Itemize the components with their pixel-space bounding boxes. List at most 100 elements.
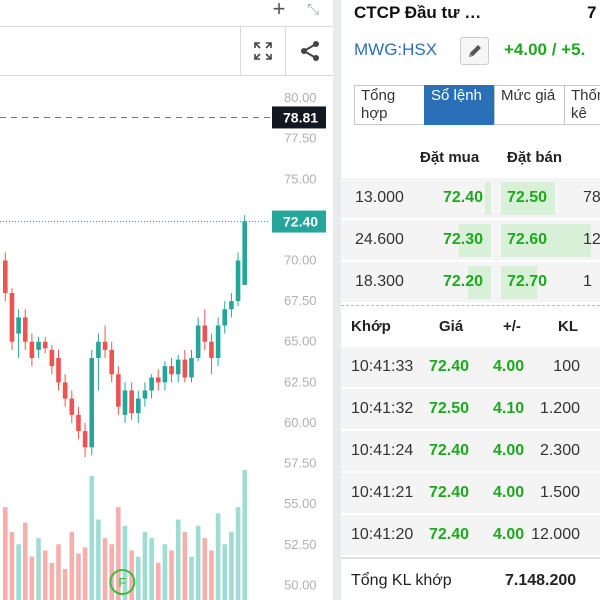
candle-body — [36, 341, 41, 350]
price-header: Giá — [439, 318, 464, 335]
volume-bar — [89, 476, 95, 600]
ask-price: 72.50 — [507, 189, 548, 206]
trade-row[interactable]: 10:41:21 72.40 4.00 1.500 — [341, 473, 600, 514]
volume-bar — [82, 547, 88, 600]
candle-body — [215, 325, 221, 358]
volume-bar — [222, 544, 228, 600]
trade-row[interactable]: 10:41:32 72.50 4.10 1.200 — [341, 389, 600, 430]
tab-statistics[interactable]: Thống kê — [564, 85, 600, 125]
order-book-row[interactable]: 24.600 72.30 72.60 124 — [341, 220, 600, 261]
candle-body — [136, 398, 141, 414]
volume-bar — [209, 550, 214, 600]
ask-price: 72.60 — [507, 231, 548, 248]
volume-bar — [22, 522, 28, 600]
volume-bar — [189, 556, 194, 600]
ask-volume-bar — [501, 182, 555, 215]
ask-price: 72.70 — [507, 273, 548, 290]
ask-volume-bar — [501, 224, 591, 257]
volume-bar — [62, 569, 68, 600]
plus-icon[interactable]: + — [272, 0, 286, 21]
candle-body — [29, 341, 35, 358]
order-book-row[interactable]: 13.000 72.40 72.50 78 — [341, 178, 600, 219]
candle-body — [149, 377, 154, 391]
trade-time: 10:41:24 — [351, 442, 414, 459]
y-tick-label: 50.00 — [284, 577, 317, 592]
share-button[interactable] — [287, 27, 333, 75]
section-divider — [341, 305, 600, 307]
trade-volume: 1.200 — [539, 400, 580, 417]
candle-body — [116, 374, 121, 407]
trade-price: 72.40 — [429, 484, 470, 501]
trades-header: Khớp Giá +/- KL — [341, 308, 600, 346]
edit-button[interactable] — [460, 37, 489, 65]
volume-header: KL — [558, 318, 578, 335]
panel-divider[interactable] — [333, 0, 341, 600]
y-tick-label: 57.50 — [284, 456, 317, 471]
bid-quantity: 13.000 — [355, 189, 404, 206]
fullscreen-button[interactable] — [240, 27, 286, 75]
y-tick-label: 52.50 — [284, 537, 317, 552]
event-marker-label: F — [118, 575, 126, 590]
total-volume-bar: Tổng KL khớp 7.148.200 — [341, 557, 600, 600]
reference-price-badge — [272, 106, 326, 129]
info-panel: CTCP Đầu tư … 7 MWG:HSX +4.00 / +5. Tổng… — [341, 0, 600, 600]
bid-quantity: 24.600 — [355, 231, 404, 248]
trade-row[interactable]: 10:41:33 72.40 4.00 100 — [341, 347, 600, 388]
candle-body — [3, 260, 8, 294]
y-tick-label: 80.00 — [284, 90, 317, 105]
candle-body — [189, 357, 194, 378]
trade-row[interactable]: 10:41:24 72.40 4.00 2.300 — [341, 431, 600, 472]
chart-top-strip: + ⤡ — [0, 0, 333, 24]
chart-toolbar — [0, 26, 333, 76]
candle-body — [69, 398, 75, 415]
candle-body — [162, 366, 168, 383]
trade-change: 4.10 — [493, 400, 525, 417]
volume-bar — [122, 525, 128, 600]
total-volume-label: Tổng KL khớp — [351, 572, 452, 589]
volume-bar — [202, 538, 208, 600]
trade-volume: 100 — [553, 358, 580, 375]
y-tick-label: 70.00 — [284, 253, 317, 268]
candle-body — [56, 357, 61, 383]
bid-price: 72.40 — [443, 189, 484, 206]
tab-summary[interactable]: Tổng hợp — [354, 85, 424, 125]
volume-bar — [9, 531, 15, 600]
collapse-arrows-icon[interactable]: ⤡ — [306, 1, 319, 18]
volume-bar — [36, 538, 41, 600]
trade-time: 10:41:33 — [351, 358, 414, 375]
tab-order-book[interactable]: Sổ lệnh — [424, 85, 494, 125]
y-tick-label: 65.00 — [284, 334, 317, 349]
total-volume-value: 7.148.200 — [505, 572, 577, 589]
volume-bar — [235, 507, 241, 600]
candle-body — [82, 431, 88, 448]
volume-bar — [3, 507, 8, 600]
candle-body — [142, 390, 148, 399]
trade-price: 72.50 — [429, 400, 470, 417]
candle-body — [49, 349, 55, 367]
trade-price: 72.40 — [429, 442, 470, 459]
candle-body — [42, 341, 48, 349]
order-book-header: Đặt mua Đặt bán — [341, 140, 600, 176]
volume-bar — [109, 544, 114, 600]
price-chart[interactable]: 80.0077.5075.0072.5070.0067.5065.0062.50… — [0, 77, 333, 600]
last-price-label: 72.40 — [283, 214, 318, 230]
ask-quantity: 78 — [583, 189, 600, 206]
candle-body — [89, 357, 95, 448]
trade-row[interactable]: 10:41:20 72.40 4.00 12.000 — [341, 515, 600, 556]
trade-change: 4.00 — [493, 442, 525, 459]
volume-bar — [175, 519, 181, 600]
volume-bar — [229, 531, 234, 600]
ticker-symbol[interactable]: MWG:HSX — [354, 40, 438, 59]
tab-price-levels[interactable]: Mức giá — [494, 85, 564, 125]
volume-bar — [49, 562, 55, 600]
volume-bar — [215, 513, 221, 600]
order-book-row[interactable]: 18.300 72.20 72.70 1 — [341, 262, 600, 303]
candle-body — [96, 341, 101, 358]
volume-bar — [136, 556, 141, 600]
tab-bar: Tổng hợp Sổ lệnh Mức giá Thống kê — [354, 85, 600, 125]
price-change: +4.00 / +5. — [504, 40, 586, 59]
ask-quantity: 124 — [583, 231, 600, 248]
y-tick-label: 55.00 — [284, 496, 317, 511]
ask-volume-bar — [501, 266, 537, 299]
volume-bar — [96, 519, 101, 600]
